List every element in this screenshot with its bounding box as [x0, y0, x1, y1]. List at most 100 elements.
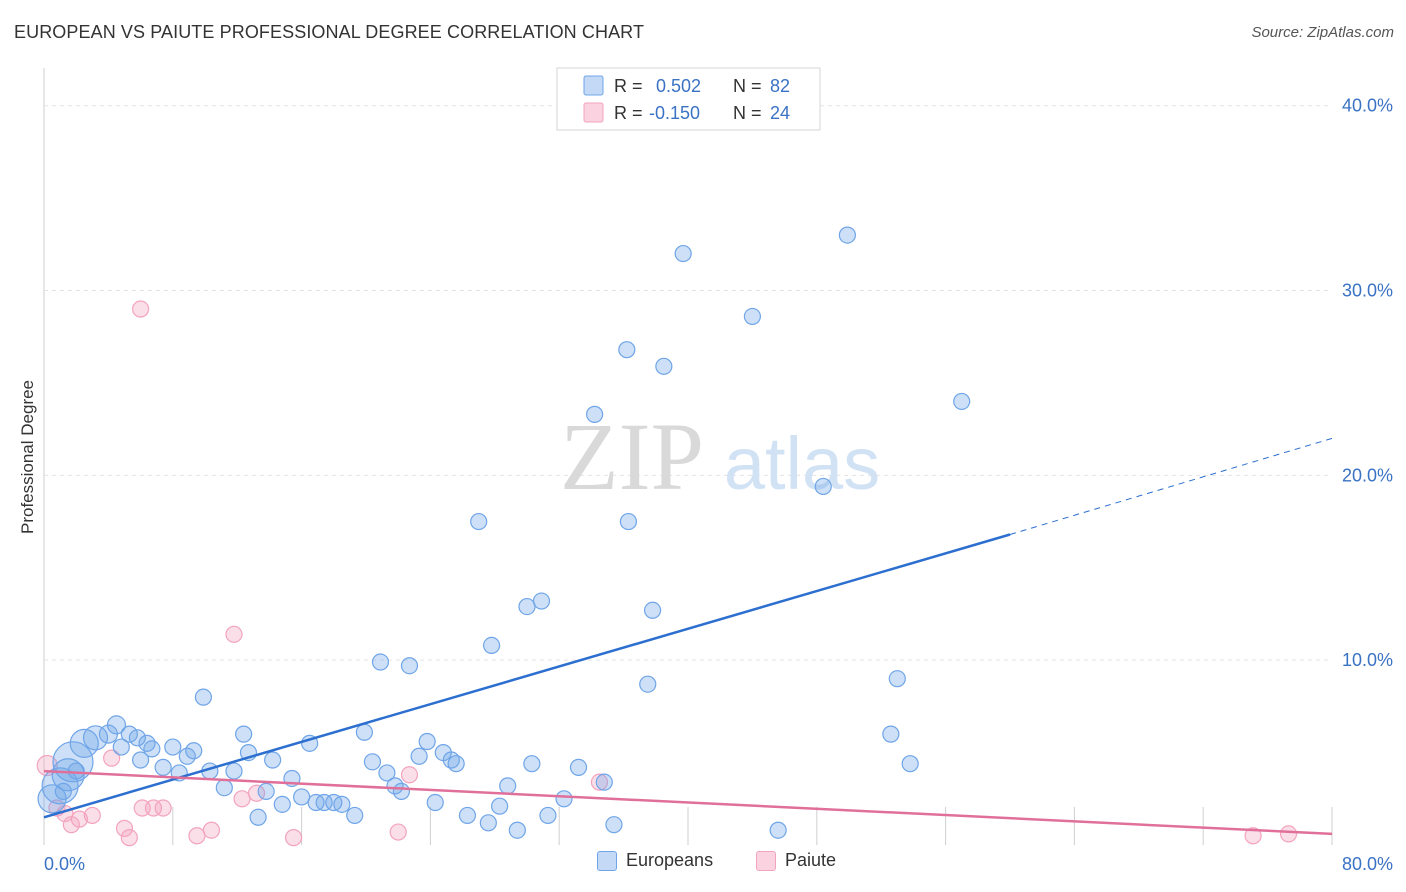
- data-points: [36, 226, 1298, 847]
- legend-label-paiute: Paiute: [785, 850, 837, 870]
- paiute-point: [233, 790, 251, 808]
- european-point: [418, 732, 436, 751]
- european-point: [619, 512, 638, 531]
- european-point: [106, 715, 127, 735]
- european-point: [426, 793, 444, 812]
- paiute-point: [154, 799, 172, 817]
- european-point: [518, 597, 536, 616]
- european-point: [392, 782, 411, 801]
- european-point: [618, 341, 636, 359]
- y-tick-label: 20.0%: [1342, 465, 1393, 485]
- european-point: [523, 755, 541, 773]
- european-point: [185, 742, 203, 760]
- european-point: [508, 821, 526, 839]
- legend-r-value-europeans: 0.502: [656, 76, 701, 96]
- paiute-point: [132, 300, 150, 318]
- legend-r-label-europeans: R =: [614, 76, 643, 96]
- european-point: [491, 797, 509, 815]
- european-point: [143, 740, 161, 758]
- european-point: [769, 821, 787, 839]
- european-point: [643, 601, 662, 619]
- paiute-point: [144, 799, 163, 817]
- legend-label-europeans: Europeans: [626, 850, 714, 870]
- european-point: [378, 764, 396, 782]
- european-point: [257, 782, 275, 801]
- paiute-point: [83, 806, 101, 825]
- paiute-point: [70, 810, 89, 828]
- paiute-point: [115, 819, 134, 837]
- european-point: [595, 773, 613, 791]
- paiute-trend-line: [43, 769, 1333, 836]
- paiute-point: [284, 829, 303, 847]
- x-tick-label: 0.0%: [44, 854, 85, 874]
- y-tick-label: 10.0%: [1342, 650, 1393, 670]
- european-point: [400, 657, 419, 675]
- europeans-trend-extension: [1009, 437, 1333, 535]
- european-point: [128, 729, 146, 747]
- paiute-point: [389, 823, 407, 841]
- europeans-trend-line: [43, 533, 1011, 819]
- european-point: [235, 725, 253, 743]
- watermark-atlas: atlas: [724, 422, 880, 505]
- source-label: Source: ZipAtlas.com: [1251, 24, 1394, 41]
- european-point: [901, 755, 919, 773]
- european-point: [569, 758, 588, 776]
- european-point: [51, 758, 85, 792]
- european-point: [371, 653, 390, 671]
- x-axis-ticks: [43, 807, 1333, 845]
- european-point: [532, 592, 551, 610]
- european-point: [249, 808, 267, 826]
- european-point: [112, 738, 130, 756]
- european-point: [54, 782, 72, 801]
- watermark: ZIP atlas: [560, 403, 880, 510]
- legend-swatch-paiute-bottom: [756, 850, 776, 871]
- european-point: [410, 747, 428, 765]
- correlation-legend: R = 0.502 N = 82 R = -0.150 N = 24: [556, 67, 821, 131]
- european-point: [814, 477, 832, 496]
- european-point: [479, 814, 497, 832]
- paiute-point: [400, 766, 419, 784]
- paiute-point: [225, 625, 243, 643]
- european-point: [655, 357, 673, 375]
- legend-n-label-paiute: N =: [733, 103, 762, 123]
- chart-title: EUROPEAN VS PAIUTE PROFESSIONAL DEGREE C…: [14, 22, 645, 42]
- legend-n-label-europeans: N =: [733, 76, 762, 96]
- european-point: [639, 675, 657, 693]
- european-point: [586, 405, 604, 423]
- european-point: [882, 725, 900, 743]
- european-point: [499, 777, 517, 795]
- european-point: [953, 392, 971, 411]
- legend-r-value-paiute: -0.150: [649, 103, 700, 123]
- european-point: [67, 762, 85, 780]
- european-point: [264, 751, 282, 769]
- y-tick-label: 40.0%: [1342, 96, 1393, 116]
- legend-swatch-europeans: [583, 75, 604, 96]
- european-point: [470, 512, 488, 531]
- series-legend: Europeans Paiute: [0, 850, 1406, 880]
- legend-swatch-paiute: [583, 102, 604, 123]
- legend-r-label-paiute: R =: [614, 103, 643, 123]
- european-point: [838, 226, 856, 244]
- european-point: [333, 795, 351, 813]
- european-point: [363, 753, 382, 771]
- european-point: [215, 779, 233, 797]
- paiute-point: [590, 773, 609, 791]
- european-point: [293, 788, 311, 806]
- paiute-point: [1244, 827, 1262, 845]
- european-point: [539, 806, 557, 825]
- european-point: [315, 793, 333, 812]
- x-tick-label: 80.0%: [1342, 854, 1393, 874]
- european-point: [743, 307, 762, 326]
- european-point: [447, 755, 465, 773]
- european-point: [120, 725, 138, 743]
- european-point: [888, 670, 906, 688]
- legend-item-paiute[interactable]: Paiute: [756, 850, 836, 871]
- european-point: [605, 816, 623, 834]
- european-point: [138, 734, 156, 752]
- european-point: [154, 758, 172, 776]
- european-point: [41, 767, 79, 805]
- legend-n-value-europeans: 82: [770, 76, 790, 96]
- legend-item-europeans[interactable]: Europeans: [597, 850, 713, 871]
- european-point: [132, 751, 150, 769]
